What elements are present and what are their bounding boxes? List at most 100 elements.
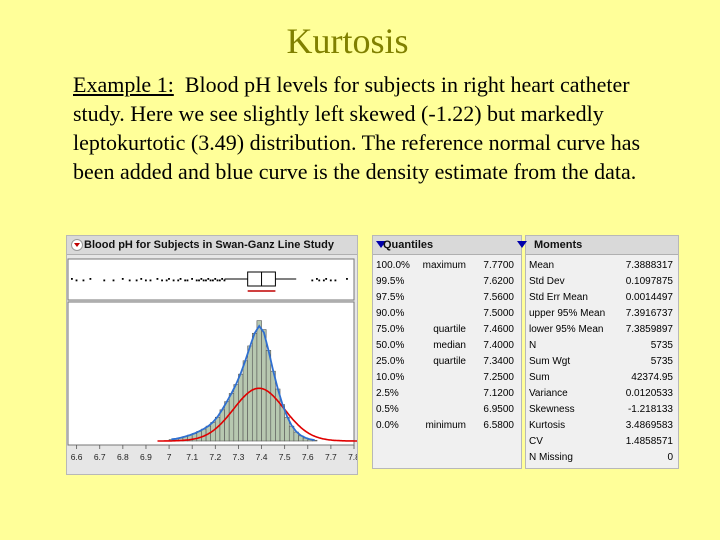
histogram-bar (251, 332, 258, 442)
outlier-point (223, 279, 226, 282)
moment-label: CV (529, 436, 543, 447)
quantile-value: 7.5000 (483, 308, 514, 319)
outlier-point (184, 279, 187, 282)
quantile-row: 10.0% 7.2500 (376, 370, 518, 386)
outlier-point (191, 278, 193, 280)
moments-title: Moments (534, 239, 583, 251)
disclosure-triangle-icon[interactable] (376, 241, 386, 248)
moments-header[interactable]: Moments (517, 236, 678, 255)
quantile-row: 75.0% quartile 7.4600 (376, 322, 518, 338)
example-description: Blood pH levels for subjects in right he… (73, 72, 641, 184)
quantile-percent: 99.5% (376, 276, 405, 287)
moment-row: N 5735 (529, 338, 675, 354)
moment-row: Skewness -1.218133 (529, 402, 675, 418)
histogram-bar (228, 393, 235, 442)
histogram-bar (219, 409, 225, 442)
moment-value: 7.3888317 (625, 260, 673, 271)
outlier-point (221, 278, 224, 280)
x-tick-label: 7.5 (279, 452, 291, 462)
disclosure-triangle-icon[interactable] (517, 241, 527, 248)
moment-value: -1.218133 (627, 404, 673, 415)
x-tick-label: 7.2 (209, 452, 221, 462)
quantile-row: 25.0% quartile 7.3400 (376, 354, 518, 370)
moment-value: 0.0120533 (625, 388, 673, 399)
plot-panel-header[interactable]: Blood pH for Subjects in Swan-Ganz Line … (67, 236, 357, 255)
quantiles-header[interactable]: Quantiles (373, 236, 521, 255)
quantile-value: 6.5800 (483, 420, 514, 431)
moment-row: CV 1.4858571 (529, 434, 675, 450)
example-label: Example 1: (73, 72, 174, 97)
moment-label: lower 95% Mean (529, 324, 604, 335)
moment-value: 0 (667, 452, 673, 463)
moment-row: Std Err Mean 0.0014497 (529, 290, 675, 306)
quantile-label: quartile (433, 356, 466, 367)
outlier-point (177, 279, 180, 282)
outlier-point (172, 279, 175, 282)
quantiles-title: Quantiles (383, 239, 434, 251)
outlier-point (195, 279, 198, 282)
quantile-value: 7.4600 (483, 324, 514, 335)
moments-panel: Moments Mean 7.3888317 Std Dev 0.1097875 Std… (517, 235, 679, 469)
histogram-bar (224, 401, 230, 442)
x-tick-label: 7.8 (348, 452, 357, 462)
moment-row: N Missing 0 (529, 450, 675, 466)
quantile-percent: 0.0% (376, 420, 399, 431)
moment-label: Std Err Mean (529, 292, 588, 303)
x-tick-label: 6.9 (140, 452, 152, 462)
outlier-point (156, 278, 159, 280)
moment-value: 5735 (650, 356, 673, 367)
moment-label: Sum (529, 372, 550, 383)
quantile-label: quartile (433, 324, 466, 335)
histogram-bar (261, 329, 267, 442)
normal-curve (157, 387, 357, 442)
moment-label: N (529, 340, 537, 351)
moment-label: Kurtosis (529, 420, 566, 431)
outlier-point (205, 279, 207, 282)
outlier-point (325, 278, 328, 280)
histogram-plot: 6.6 6.7 6.8 6.9 7 7.1 7.2 7.3 7.4 7.5 7.6 7.7 7.8 (67, 258, 357, 462)
outlier-point (71, 278, 73, 280)
moment-label: Std Dev (529, 276, 565, 287)
outlier-point (128, 279, 131, 282)
quantile-row: 97.5% 7.5600 (376, 290, 518, 306)
quantile-value: 7.5600 (483, 292, 514, 303)
histogram-frame (67, 301, 355, 446)
outlier-point (144, 279, 147, 282)
quantile-value: 7.1200 (483, 388, 514, 399)
moment-row: Mean 7.3888317 (529, 258, 675, 274)
moment-value: 0.0014497 (625, 292, 673, 303)
quantile-label: maximum (422, 260, 466, 271)
outlier-point (218, 279, 221, 282)
moment-row: Sum 42374.95 (529, 370, 675, 386)
moment-label: Mean (529, 260, 555, 271)
quantile-row: 0.5% 6.9500 (376, 402, 518, 418)
quantile-percent: 100.0% (376, 260, 410, 271)
outlier-point (318, 279, 321, 282)
quantile-row: 100.0% maximum 7.7700 (376, 258, 518, 274)
moment-value: 1.4858571 (625, 436, 673, 447)
moment-row: Std Dev 0.1097875 (529, 274, 675, 290)
outlier-point (322, 279, 325, 282)
x-tick-label: 7 (167, 452, 172, 462)
outlier-point (200, 278, 203, 280)
plot-panel-title: Blood pH for Subjects in Swan-Ganz Line … (84, 239, 334, 251)
quantile-percent: 50.0% (376, 340, 405, 351)
disclosure-red-triangle-icon[interactable] (71, 239, 83, 251)
plot-panel: Blood pH for Subjects in Swan-Ganz Line … (66, 235, 358, 475)
outlier-point (82, 279, 85, 282)
histogram-bar (242, 360, 248, 442)
outlier-point (165, 279, 168, 282)
outlier-point (207, 278, 210, 280)
quantile-percent: 90.0% (376, 308, 405, 319)
quantile-value: 7.7700 (483, 260, 514, 271)
outlier-point (121, 278, 124, 280)
outlier-point (103, 279, 106, 282)
slide-title: Kurtosis (286, 21, 409, 61)
outlier-point (216, 279, 219, 282)
moment-value: 5735 (650, 340, 673, 351)
quantile-row: 99.5% 7.6200 (376, 274, 518, 290)
quantile-value: 7.6200 (483, 276, 514, 287)
moment-value: 42374.95 (631, 372, 673, 383)
moment-label: Skewness (529, 404, 575, 415)
moment-value: 7.3859897 (625, 324, 673, 335)
